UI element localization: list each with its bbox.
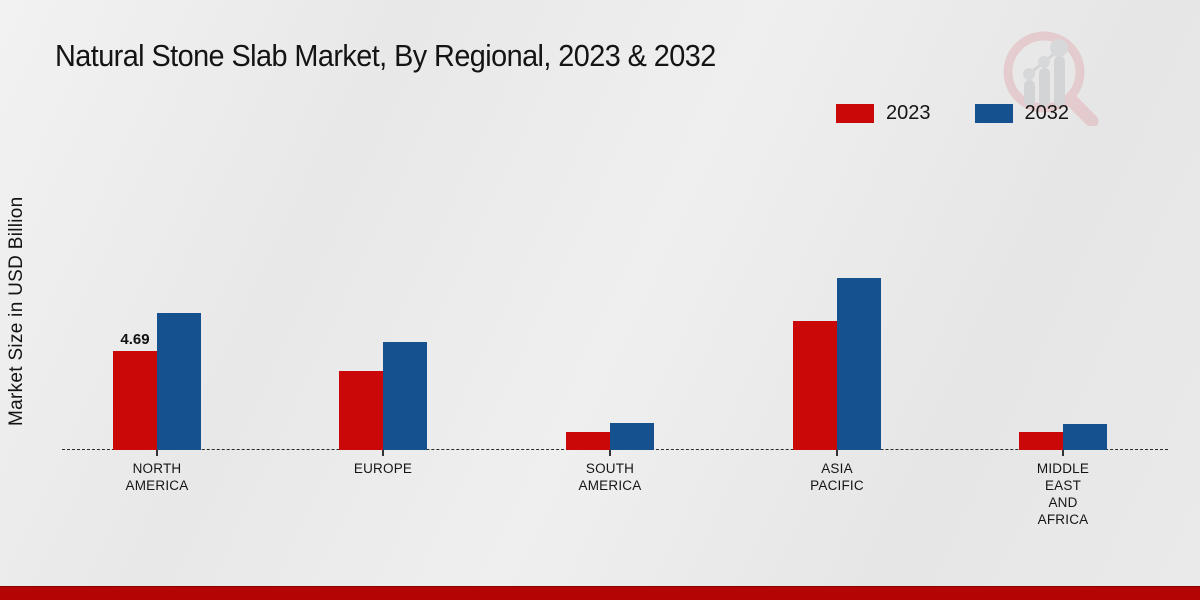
category-label-asia-pacific: ASIA PACIFIC xyxy=(810,461,864,493)
bottom-red-strip xyxy=(0,586,1200,600)
y-axis-title: Market Size in USD Billion xyxy=(6,196,27,426)
legend-label-2023: 2023 xyxy=(886,102,931,124)
logo-dot-1 xyxy=(1023,68,1035,80)
category-label-north-america: NORTH AMERICA xyxy=(125,461,189,493)
x-axis-tick-europe xyxy=(382,450,384,456)
x-axis-tick-south-america xyxy=(609,450,611,456)
bar-2032-asia-pacific xyxy=(837,278,881,450)
market-research-logo-watermark xyxy=(1003,31,1099,126)
bar-2023-europe xyxy=(339,371,383,450)
x-axis-tick-asia-pacific xyxy=(836,450,838,456)
legend-swatch-2032 xyxy=(974,104,1013,123)
logo-bar-small xyxy=(1024,80,1035,106)
legend-swatch-2023 xyxy=(836,104,874,123)
legend-item-2023: 2023 xyxy=(836,102,931,125)
bar-2032-north-america xyxy=(157,313,201,450)
bar-2023-middle-east-and-africa xyxy=(1019,432,1063,450)
x-axis-tick-north-america xyxy=(156,450,158,456)
magnifier-ring-icon xyxy=(1003,31,1085,113)
bar-2023-asia-pacific xyxy=(793,321,837,450)
category-label-middle-east-and-africa: MIDDLE EAST AND AFRICA xyxy=(1036,461,1090,527)
logo-dot-3 xyxy=(1050,39,1068,57)
logo-dot-2 xyxy=(1038,56,1050,68)
magnifier-handle-icon xyxy=(1064,93,1099,126)
chart-title: Natural Stone Slab Market, By Regional, … xyxy=(55,38,716,73)
category-label-south-america: SOUTH AMERICA xyxy=(578,461,642,493)
logo-bar-medium xyxy=(1039,68,1050,106)
bar-2023-south-america xyxy=(566,432,610,450)
legend-label-2032: 2032 xyxy=(1024,102,1070,124)
bar-2032-south-america xyxy=(610,423,654,450)
bar-2023-north-america xyxy=(113,351,157,450)
logo-bar-large xyxy=(1054,56,1065,106)
bar-value-label: 4.69 xyxy=(120,331,150,348)
x-axis-tick-middle-east-and-africa xyxy=(1062,450,1064,456)
bar-2032-middle-east-and-africa xyxy=(1063,424,1107,450)
bar-2032-europe xyxy=(383,342,427,450)
legend: 2023 2032 xyxy=(836,102,1069,125)
legend-item-2032: 2032 xyxy=(974,102,1070,125)
category-label-europe: EUROPE xyxy=(353,461,413,476)
